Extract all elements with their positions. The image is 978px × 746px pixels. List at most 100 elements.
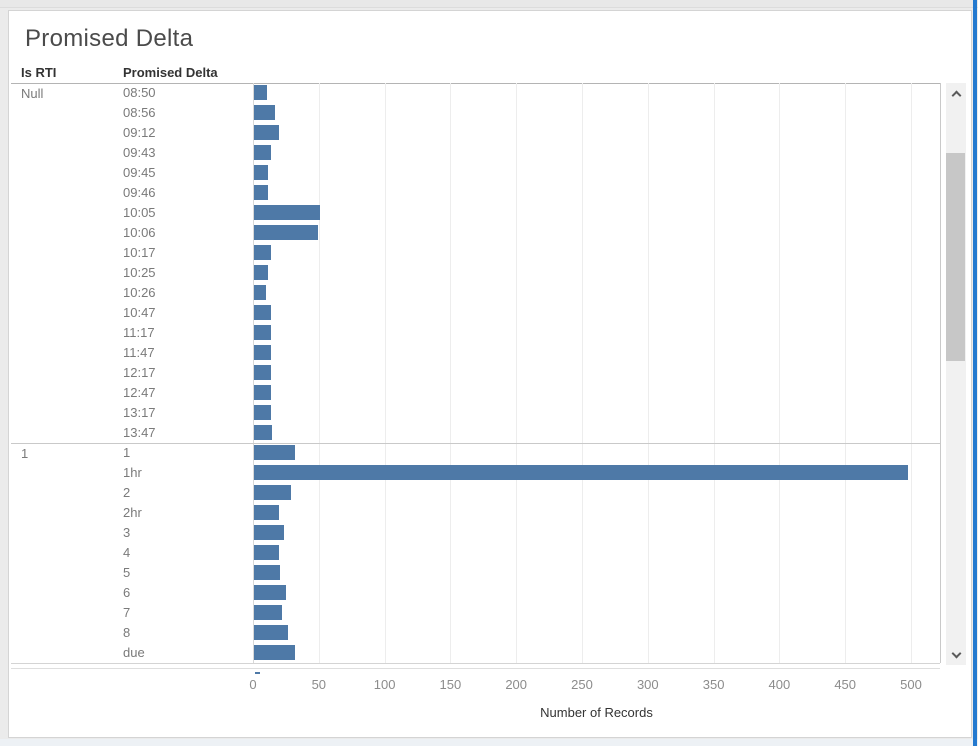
header-divider	[11, 83, 940, 84]
chevron-up-icon	[951, 90, 961, 100]
bar[interactable]	[254, 165, 269, 180]
plot-bottom-border	[11, 663, 940, 664]
promised-delta-value-label[interactable]: 6	[123, 585, 131, 600]
gridline	[779, 83, 781, 663]
bar[interactable]	[254, 525, 285, 540]
column-header-promised-delta[interactable]: Promised Delta	[123, 65, 218, 80]
promised-delta-value-label[interactable]: 5	[123, 565, 131, 580]
promised-delta-value-label[interactable]: 09:12	[123, 125, 156, 140]
promised-delta-value-label[interactable]: 3	[123, 525, 131, 540]
gridline	[450, 83, 452, 663]
plot-right-border	[940, 83, 941, 663]
gridline	[516, 83, 518, 663]
promised-delta-value-label[interactable]: 4	[123, 545, 131, 560]
x-axis-tick-label: 350	[702, 677, 725, 692]
x-axis-tick-label: 300	[636, 677, 659, 692]
bar[interactable]	[254, 105, 276, 120]
bar[interactable]	[254, 325, 272, 340]
x-axis-title: Number of Records	[540, 705, 653, 720]
bar[interactable]	[254, 205, 320, 220]
bar[interactable]	[254, 505, 279, 520]
scrollbar-thumb[interactable]	[946, 153, 965, 361]
promised-delta-value-label[interactable]: 13:17	[123, 405, 156, 420]
is-rti-value-label[interactable]: 1	[21, 446, 29, 461]
promised-delta-value-label[interactable]: 08:56	[123, 105, 156, 120]
x-axis-tick-label: 150	[439, 677, 462, 692]
is-rti-value-label[interactable]: Null	[21, 86, 44, 101]
window-top-strip	[0, 0, 978, 8]
window-bottom-strip	[0, 739, 978, 746]
gridline	[647, 83, 649, 663]
gridline	[384, 83, 386, 663]
bar[interactable]	[254, 305, 272, 320]
gridline	[582, 83, 583, 663]
chart-panel: Promised Delta Is RTI Promised Delta Nul…	[8, 10, 972, 738]
promised-delta-value-label[interactable]: 2hr	[123, 505, 142, 520]
x-axis-tick-label: 400	[768, 677, 791, 692]
promised-delta-value-label[interactable]: due	[123, 645, 145, 660]
scroll-up-button[interactable]	[946, 83, 966, 103]
x-axis-tick-label: 100	[373, 677, 396, 692]
promised-delta-value-label[interactable]: 12:17	[123, 365, 156, 380]
bar[interactable]	[254, 265, 269, 280]
promised-delta-value-label[interactable]: 10:05	[123, 205, 156, 220]
bar[interactable]	[254, 485, 291, 500]
bar[interactable]	[254, 385, 272, 400]
promised-delta-value-label[interactable]: 09:43	[123, 145, 156, 160]
group-separator	[11, 443, 940, 444]
bar[interactable]	[254, 345, 272, 360]
promised-delta-value-label[interactable]: 2	[123, 485, 131, 500]
promised-delta-value-label[interactable]: 1hr	[123, 465, 142, 480]
promised-delta-value-label[interactable]: 08:50	[123, 85, 156, 100]
bar[interactable]	[254, 625, 289, 640]
bar[interactable]	[254, 85, 268, 100]
bar[interactable]	[254, 545, 279, 560]
promised-delta-value-label[interactable]: 12:47	[123, 385, 156, 400]
promised-delta-value-label[interactable]: 11:17	[123, 325, 155, 340]
bar[interactable]	[254, 465, 909, 480]
promised-delta-value-label[interactable]: 10:06	[123, 225, 156, 240]
bar[interactable]	[254, 245, 272, 260]
scroll-down-button[interactable]	[946, 645, 966, 665]
bar[interactable]	[254, 365, 272, 380]
promised-delta-value-label[interactable]: 13:47	[123, 425, 156, 440]
promised-delta-value-label[interactable]: 10:25	[123, 265, 156, 280]
axis-ruler-line	[11, 668, 940, 669]
gridline	[713, 83, 715, 663]
bar[interactable]	[254, 605, 282, 620]
bar[interactable]	[254, 225, 319, 240]
axis-origin-tick	[255, 672, 260, 674]
promised-delta-value-label[interactable]: 10:17	[123, 245, 156, 260]
x-axis-tick-label: 250	[571, 677, 593, 692]
x-axis-tick-label: 0	[249, 677, 257, 692]
axis-zero-line	[253, 83, 254, 663]
promised-delta-value-label[interactable]: 8	[123, 625, 131, 640]
gridline	[911, 83, 912, 663]
promised-delta-value-label[interactable]: 7	[123, 605, 131, 620]
x-axis-tick-label: 450	[834, 677, 857, 692]
bar[interactable]	[254, 145, 272, 160]
bar[interactable]	[254, 645, 295, 660]
promised-delta-value-label[interactable]: 10:26	[123, 285, 156, 300]
promised-delta-value-label[interactable]: 10:47	[123, 305, 156, 320]
bar[interactable]	[254, 405, 272, 420]
plot-area: Null 08:50 08:56 09:12 09:43 09:45 09:46 10:05 1…	[9, 83, 941, 663]
bar[interactable]	[254, 285, 266, 300]
vertical-scrollbar[interactable]	[946, 83, 966, 665]
bar[interactable]	[254, 425, 273, 440]
gridline	[318, 83, 320, 663]
chevron-down-icon	[951, 648, 961, 658]
bar[interactable]	[254, 185, 269, 200]
bar[interactable]	[254, 585, 286, 600]
x-axis-tick-label: 500	[900, 677, 922, 692]
bar[interactable]	[254, 565, 281, 580]
bar[interactable]	[254, 445, 295, 460]
promised-delta-value-label[interactable]: 1	[123, 445, 131, 460]
window-edge-accent	[973, 0, 977, 746]
gridline	[845, 83, 847, 663]
promised-delta-value-label[interactable]: 09:45	[123, 165, 156, 180]
promised-delta-value-label[interactable]: 11:47	[123, 345, 155, 360]
column-header-is-rti[interactable]: Is RTI	[21, 65, 57, 80]
promised-delta-value-label[interactable]: 09:46	[123, 185, 156, 200]
bar[interactable]	[254, 125, 279, 140]
